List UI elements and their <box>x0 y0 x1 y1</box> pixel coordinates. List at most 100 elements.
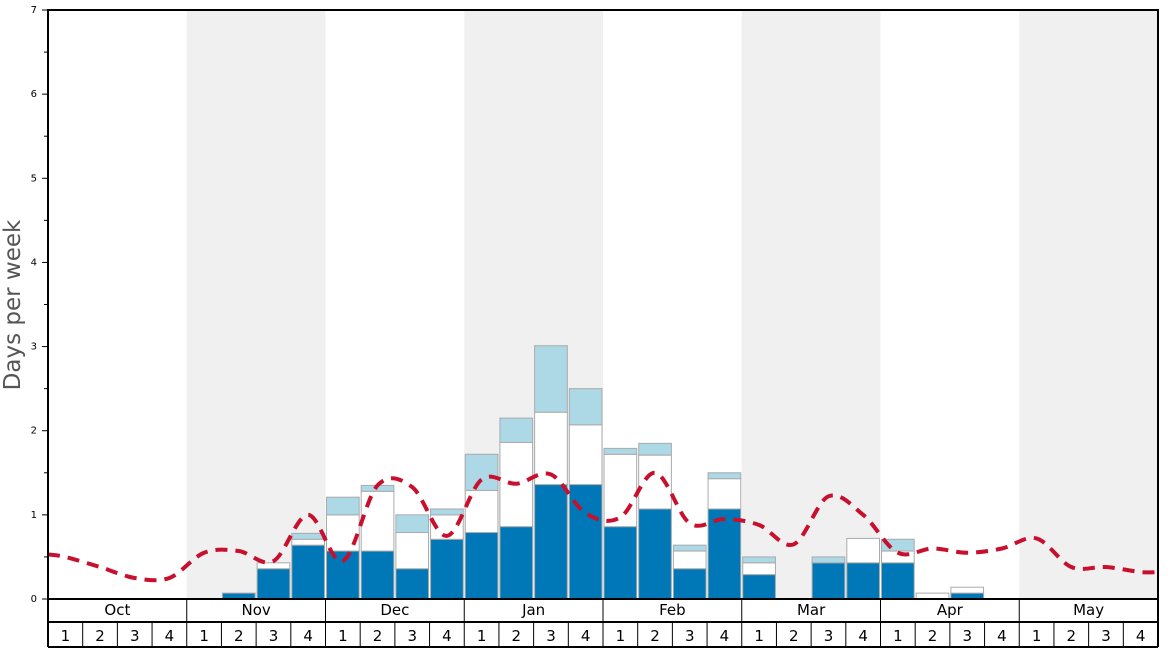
bar-segment-2-24 <box>881 538 915 552</box>
bar-segment-0-8 <box>326 550 360 600</box>
week-label-5: 2 <box>234 627 244 645</box>
bar-segment-0-17 <box>638 508 672 600</box>
bar-segment-0-9 <box>360 550 395 600</box>
bar-segment-0-12 <box>464 532 499 600</box>
bar-segment-0-19 <box>707 508 742 600</box>
bar-segment-0-16 <box>603 526 638 600</box>
week-label-26: 3 <box>962 627 972 645</box>
week-label-6: 3 <box>269 627 279 645</box>
week-label-4: 1 <box>199 627 209 645</box>
bar-segment-2-14 <box>534 345 568 413</box>
month-label-may: May <box>1073 601 1104 619</box>
y-tick-label-4: 4 <box>31 257 37 268</box>
week-label-1: 2 <box>95 627 105 645</box>
y-tick-label-5: 5 <box>31 173 37 184</box>
bar-segment-2-19 <box>707 472 742 480</box>
bar-segment-1-15 <box>568 424 603 486</box>
bar-segment-1-12 <box>464 489 499 534</box>
bar-segment-2-7 <box>291 532 325 540</box>
bar-segment-2-12 <box>464 453 499 491</box>
week-label-29: 2 <box>1067 627 1077 645</box>
bar-segment-1-16 <box>603 453 638 528</box>
plot-frame <box>47 9 1159 600</box>
week-label-10: 3 <box>407 627 417 645</box>
month-band-may <box>1019 10 1158 599</box>
bar-segment-1-23 <box>846 537 880 564</box>
bar-segment-2-10 <box>395 514 430 534</box>
month-label-jan: Jan <box>521 601 545 619</box>
bar-segment-1-9 <box>360 490 395 552</box>
bar-segment-1-18 <box>672 550 707 570</box>
bar-segment-2-18 <box>672 544 707 552</box>
bar-segment-2-17 <box>638 442 672 456</box>
week-label-11: 4 <box>442 627 452 645</box>
bar-segment-2-16 <box>603 447 638 455</box>
bar-segment-0-11 <box>430 538 464 600</box>
month-label-feb: Feb <box>659 601 686 619</box>
y-tick-label-1: 1 <box>31 510 37 521</box>
bar-segment-0-23 <box>846 562 880 600</box>
y-tick-label-3: 3 <box>31 342 37 353</box>
average-line-path <box>47 470 1159 583</box>
bar-segment-1-6 <box>256 562 291 570</box>
week-label-23: 4 <box>858 627 868 645</box>
week-label-21: 2 <box>789 627 799 645</box>
bar-segment-0-6 <box>256 568 291 600</box>
week-label-18: 3 <box>685 627 695 645</box>
bar-segment-2-22 <box>811 556 846 564</box>
week-label-24: 1 <box>893 627 903 645</box>
week-label-22: 3 <box>824 627 834 645</box>
bar-segment-1-8 <box>326 514 360 552</box>
week-label-2: 3 <box>130 627 140 645</box>
month-shade-bands <box>186 10 1158 599</box>
bar-segment-0-13 <box>499 526 534 600</box>
week-label-3: 4 <box>165 627 175 645</box>
average-dashed-line <box>47 470 1159 583</box>
bar-segment-1-26 <box>950 586 985 594</box>
y-tick-label-6: 6 <box>31 89 37 100</box>
bar-segment-1-7 <box>291 538 325 546</box>
y-axis-label: Days per week <box>0 219 26 390</box>
bar-segment-2-15 <box>568 388 603 426</box>
week-label-30: 3 <box>1101 627 1111 645</box>
week-label-19: 4 <box>720 627 730 645</box>
month-label-oct: Oct <box>104 601 130 619</box>
week-label-27: 4 <box>997 627 1007 645</box>
month-band-mar <box>741 10 881 599</box>
bar-segment-0-20 <box>742 574 776 600</box>
week-label-0: 1 <box>61 627 71 645</box>
bar-segment-1-19 <box>707 478 742 510</box>
bar-segment-0-7 <box>291 544 325 600</box>
bar-segment-0-10 <box>395 568 430 600</box>
week-label-8: 1 <box>338 627 348 645</box>
week-label-17: 2 <box>650 627 660 645</box>
bar-segment-0-14 <box>534 484 568 600</box>
y-tick-label-7: 7 <box>31 5 37 16</box>
month-label-mar: Mar <box>797 601 826 619</box>
bar-segment-2-13 <box>499 417 534 443</box>
bar-segment-1-20 <box>742 562 776 576</box>
week-label-7: 4 <box>303 627 313 645</box>
bar-segment-0-24 <box>881 562 915 600</box>
week-label-20: 1 <box>754 627 764 645</box>
bar-segment-2-20 <box>742 556 776 564</box>
week-label-31: 4 <box>1136 627 1146 645</box>
month-label-apr: Apr <box>937 601 964 619</box>
y-axis: 0 1 2 3 4 5 6 7 <box>31 5 48 605</box>
week-label-13: 2 <box>512 627 522 645</box>
month-band-nov <box>186 10 326 599</box>
month-label-dec: Dec <box>380 601 409 619</box>
y-tick-label-0: 0 <box>31 594 37 605</box>
bar-segment-0-18 <box>672 568 707 600</box>
week-label-14: 3 <box>546 627 556 645</box>
week-label-12: 1 <box>477 627 487 645</box>
week-label-16: 1 <box>616 627 626 645</box>
x-axis-months-weeks: Oct Nov Dec Jan Feb Mar Apr May 1 2 3 4 1 2 3 4 1 2 3 4 1 2 3 4… <box>47 598 1159 648</box>
week-label-9: 2 <box>373 627 383 645</box>
week-label-15: 4 <box>581 627 591 645</box>
bar-segment-1-10 <box>395 532 430 570</box>
month-label-nov: Nov <box>241 601 270 619</box>
bar-segment-0-22 <box>811 562 846 600</box>
y-tick-label-2: 2 <box>31 426 37 437</box>
